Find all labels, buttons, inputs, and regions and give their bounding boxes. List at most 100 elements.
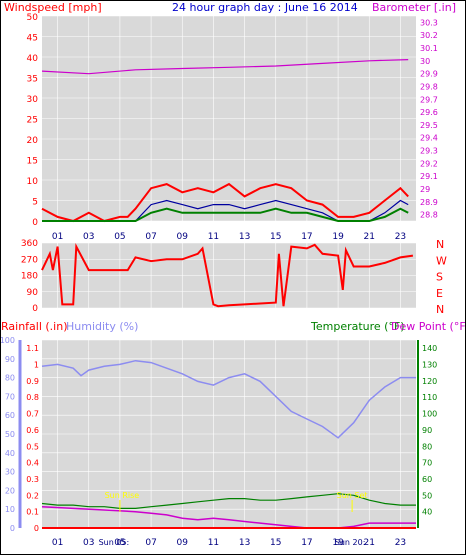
x-tick-label: 15 (270, 538, 281, 548)
x-tick-label: 03 (83, 538, 94, 548)
rain-tick-label: 0.2 (26, 491, 39, 500)
x-tick-label: 09 (177, 232, 189, 242)
sun-markers: Sun Rise Sun Set Sun 05: Sun 20: (99, 491, 368, 547)
x-tick-label: 19 (332, 232, 344, 242)
barometer-axis-label: Barometer [.in] (372, 1, 456, 14)
x-tick-label: 13 (239, 232, 250, 242)
humidity-tick-label: 90 (5, 355, 15, 364)
direction-panel-series (41, 242, 414, 308)
temperature-line (41, 493, 416, 509)
x-tick-label: 09 (177, 538, 189, 548)
wind-tick-label: 45 (27, 34, 38, 44)
humidity-tick-label: 70 (5, 392, 15, 401)
humidity-tick-label: 100 (0, 336, 15, 345)
barometer-tick-label: 29.1 (420, 172, 438, 181)
barometer-tick-label: 29.2 (420, 159, 438, 168)
barometer-tick-label: 29.7 (420, 95, 438, 104)
average-wind-line (42, 207, 409, 222)
barometer-tick-label: 30.1 (420, 44, 438, 53)
x-tick-label: 23 (395, 538, 406, 548)
sunset-time-label: Sun 20: (335, 538, 366, 547)
barometer-tick-label: 30.3 (420, 18, 438, 27)
sunset-label: Sun Set (337, 491, 368, 500)
temperature-tick-label: 140 (422, 344, 437, 353)
rain-tick-label: 0.3 (26, 475, 39, 484)
barometer-tick-label: 29 (420, 185, 430, 194)
direction-tick-label: 90 (27, 288, 39, 298)
wind-tick-label: 0 (32, 218, 38, 228)
compass-label: N (436, 238, 444, 251)
temperature-tick-label: 70 (422, 459, 432, 468)
x-tick-label: 01 (52, 232, 63, 242)
humidity-tick-label: 20 (5, 486, 15, 495)
temperature-tick-label: 80 (422, 442, 432, 451)
x-tick-label: 03 (83, 232, 94, 242)
rain-tick-label: 0.5 (26, 442, 39, 451)
humidity-tick-label: 80 (5, 374, 15, 383)
sunrise-label: Sun Rise (105, 491, 140, 500)
temperature-tick-label: 130 (422, 361, 437, 370)
x-tick-label: 21 (364, 538, 375, 548)
wind-tick-label: 10 (27, 177, 39, 187)
rain-tick-label: 0.6 (26, 426, 39, 435)
wind-tick-label: 15 (27, 157, 38, 167)
wind-tick-label: 50 (27, 13, 39, 23)
wind-panel-grid (42, 15, 416, 222)
x-tick-label: 01 (52, 538, 63, 548)
rain-tick-label: 0.1 (26, 508, 39, 517)
humidity-tick-label: 0 (10, 524, 15, 533)
barometer-tick-label: 30.2 (420, 31, 438, 40)
dewpoint-axis-label: Dew Point (°F) (391, 320, 466, 333)
humidity-tick-label: 60 (5, 411, 15, 420)
barometer-line (41, 59, 409, 75)
humidity-tick-label: 10 (5, 505, 15, 514)
rain-tick-label: 0.4 (26, 459, 39, 468)
direction-tick-label: 270 (21, 255, 38, 265)
rain-tick-label: 0 (34, 524, 39, 533)
temperature-y-ticks: 140 130 120 110 100 90 80 70 60 50 40 (417, 340, 437, 528)
temperature-tick-label: 90 (422, 426, 432, 435)
wind-tick-label: 20 (27, 136, 39, 146)
direction-panel-grid (42, 242, 416, 309)
temperature-tick-label: 120 (422, 377, 437, 386)
compass-label: S (436, 271, 443, 284)
barometer-tick-label: 28.8 (420, 211, 438, 220)
x-tick-label: 19 (332, 538, 344, 548)
wind-tick-label: 25 (27, 116, 38, 126)
rain-tick-label: 1.1 (26, 344, 39, 353)
rain-tick-label: 0.9 (26, 377, 39, 386)
rain-tick-label: 0.7 (26, 410, 39, 419)
rain-axis-label: Rainfall (.in) (1, 320, 68, 333)
x-tick-label: 07 (145, 538, 156, 548)
wind-axis-label: Windspeed [mph] (4, 1, 102, 14)
x-tick-label: 11 (208, 232, 219, 242)
humidity-tick-label: 50 (5, 430, 15, 439)
barometer-tick-label: 29.4 (420, 134, 438, 143)
temperature-tick-label: 60 (422, 475, 432, 484)
temperature-axis-label: Temperature (°F) (310, 320, 405, 333)
temperature-tick-label: 100 (422, 410, 437, 419)
sunrise-time-label: Sun 05: (99, 538, 130, 547)
x-tick-label: 07 (145, 232, 156, 242)
barometer-tick-label: 30 (420, 57, 430, 66)
compass-label: E (436, 287, 443, 300)
barometer-tick-label: 28.9 (420, 198, 438, 207)
x-tick-label: 15 (270, 232, 281, 242)
barometer-tick-label: 29.9 (420, 70, 438, 79)
direction-line (41, 242, 414, 308)
direction-tick-label: 360 (21, 239, 38, 249)
x-tick-label: 13 (239, 538, 250, 548)
page-title: 24 hour graph day : June 16 2014 (172, 1, 358, 14)
x-tick-label: 11 (208, 538, 219, 548)
humidity-tick-label: 40 (5, 449, 15, 458)
x-tick-label: 05 (114, 538, 125, 548)
direction-y-ticks: 360 270 180 90 0 (21, 239, 38, 314)
climate-panel-series (41, 359, 416, 529)
compass-label: W (436, 254, 447, 267)
humidity-tick-label: 30 (5, 468, 15, 477)
barometer-tick-label: 29.8 (420, 82, 438, 91)
